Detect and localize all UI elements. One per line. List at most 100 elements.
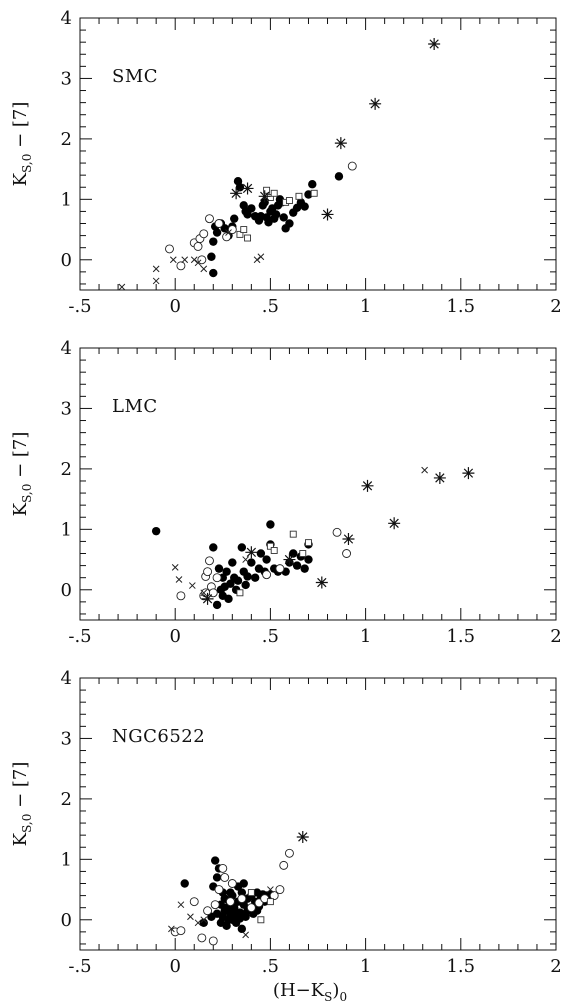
x-tick-label: 0 <box>169 296 180 317</box>
data-point-asterisk <box>258 190 271 203</box>
y-tick-label: 1 <box>61 849 72 870</box>
y-tick-label: 1 <box>61 189 72 210</box>
y-tick-label: 3 <box>61 68 72 89</box>
data-point-filled-circle <box>237 924 247 934</box>
data-point-cross <box>242 931 250 939</box>
y-tick-label: 0 <box>61 910 72 931</box>
data-point-open-square <box>236 230 244 238</box>
data-point-cross <box>194 919 202 927</box>
data-point-open-square <box>244 234 252 242</box>
data-point-filled-circle <box>151 526 161 536</box>
data-point-filled-circle <box>214 564 224 573</box>
data-point-filled-circle <box>226 579 235 588</box>
data-point-open-square <box>305 539 312 547</box>
data-point-filled-circle <box>209 237 218 246</box>
data-point-open-square <box>266 898 274 906</box>
x-tick-label: 2 <box>550 626 561 647</box>
panel-label: SMC <box>112 66 158 87</box>
markers <box>168 830 309 946</box>
panel-lmc: -.5 0 .5 1 1.5 2 0 1 2 3 4 LMC <box>61 338 562 647</box>
data-point-filled-circle <box>334 172 344 181</box>
y-axis-label-ngc6522: KS,0 − [7] <box>10 762 34 847</box>
data-point-open-circle <box>176 261 186 271</box>
data-point-filled-circle <box>233 576 243 585</box>
x-tick-label: 0 <box>169 626 180 647</box>
panel-smc: -.5 0 .5 1 1.5 2 0 1 2 3 4 SMC <box>61 8 562 317</box>
x-tick-label: 1.5 <box>446 956 475 977</box>
y-tick-label: 3 <box>61 398 72 419</box>
data-point-open-circle <box>203 906 213 916</box>
plot-frame <box>79 17 557 291</box>
data-point-cross <box>152 265 160 273</box>
data-point-asterisk <box>369 97 382 110</box>
data-point-cross <box>257 253 265 261</box>
y-tick-label: 2 <box>61 459 72 480</box>
data-point-filled-circle <box>247 558 256 567</box>
data-point-filled-circle <box>226 888 235 897</box>
data-point-filled-circle <box>239 879 248 888</box>
data-point-open-circle <box>237 894 247 904</box>
data-point-filled-circle <box>237 543 247 552</box>
data-point-open-circle <box>220 873 230 882</box>
data-point-asterisk <box>283 553 296 566</box>
x-tick-label: -.5 <box>68 296 91 317</box>
data-point-cross <box>169 256 177 264</box>
data-point-filled-circle <box>262 555 271 564</box>
data-point-cross <box>188 582 196 589</box>
data-point-open-circle <box>218 863 228 873</box>
data-point-filled-circle <box>216 918 226 927</box>
data-point-open-circle <box>165 244 174 254</box>
data-point-cross <box>175 576 183 583</box>
data-point-asterisk <box>361 479 374 492</box>
data-point-open-square <box>270 547 278 554</box>
data-point-open-circle <box>205 556 214 566</box>
data-point-asterisk <box>230 187 243 200</box>
y-axis-label-lmc: KS,0 − [7] <box>10 432 34 517</box>
y-tick-label: 4 <box>61 338 72 359</box>
data-point-cross <box>267 886 274 893</box>
data-point-open-circle <box>189 897 199 907</box>
data-point-cross <box>168 925 175 933</box>
x-tick-label: 1 <box>360 626 371 647</box>
data-point-filled-circle <box>222 567 231 576</box>
data-point-filled-circle <box>235 914 245 923</box>
data-point-cross <box>177 901 185 909</box>
data-point-filled-circle <box>224 915 233 924</box>
y-tick-label: 2 <box>61 789 72 810</box>
data-point-open-circle <box>210 900 220 910</box>
x-axis-label: (H−KS)0 <box>273 980 347 1004</box>
panel-ngc6522: -.5 0 .5 1 1.5 2 0 1 2 3 4 NGC6522 <box>61 668 562 977</box>
data-point-open-circle <box>279 860 289 870</box>
x-tick-label: -.5 <box>68 626 91 647</box>
data-point-open-square <box>270 189 278 197</box>
data-point-asterisk <box>321 208 334 221</box>
x-tick-label: -.5 <box>68 956 91 977</box>
x-tick-label: 2 <box>550 296 561 317</box>
data-point-filled-circle <box>180 879 189 888</box>
y-tick-label: 4 <box>61 668 72 689</box>
data-point-filled-circle <box>199 918 208 927</box>
data-point-open-circle <box>214 219 224 228</box>
y-axis-label-smc: KS,0 − [7] <box>10 102 34 187</box>
data-point-cross <box>242 556 250 563</box>
data-point-open-circle <box>246 903 256 913</box>
data-point-filled-circle <box>292 561 302 570</box>
data-point-open-circle <box>208 936 218 946</box>
data-point-asterisk <box>241 182 254 195</box>
data-point-open-circle <box>176 926 186 936</box>
data-point-filled-circle <box>256 549 266 558</box>
data-point-filled-circle <box>260 198 269 207</box>
data-point-cross <box>200 916 208 924</box>
y-tick-label: 0 <box>61 580 72 601</box>
data-point-filled-circle <box>241 580 250 590</box>
x-tick-label: 2 <box>550 956 561 977</box>
data-point-open-circle <box>176 591 186 601</box>
data-point-open-circle <box>201 588 211 598</box>
data-point-open-circle <box>284 848 294 858</box>
y-tick-label: 2 <box>61 129 72 150</box>
x-tick-label: 0 <box>169 956 180 977</box>
markers <box>118 37 441 290</box>
x-tick-label: 1 <box>360 296 371 317</box>
data-point-cross <box>225 229 232 236</box>
